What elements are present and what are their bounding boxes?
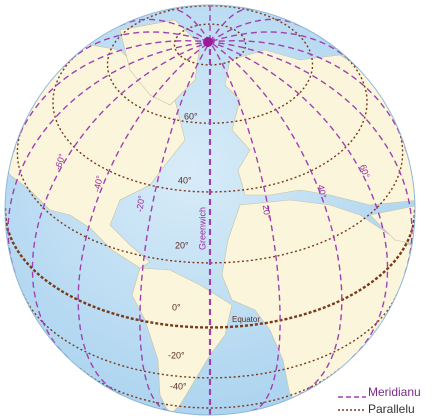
meridian-line bbox=[209, 8, 253, 43]
meridian-line bbox=[12, 39, 211, 153]
meridian-line bbox=[7, 41, 211, 274]
meridian-label: -20° bbox=[134, 194, 146, 212]
meridian-label: -40° bbox=[91, 174, 104, 193]
parallel-label: -20° bbox=[168, 350, 185, 360]
meridian-label: 40° bbox=[316, 184, 329, 200]
parallel-line bbox=[79, 367, 341, 409]
meridian-label: 20° bbox=[261, 204, 273, 219]
land bbox=[5, 19, 415, 415]
south-america bbox=[131, 267, 233, 415]
parallel-line bbox=[173, 23, 247, 66]
meridian-line bbox=[209, 41, 413, 274]
meridian-label: 60° bbox=[358, 163, 372, 179]
meridian-line bbox=[139, 41, 211, 412]
globe-outline bbox=[4, 4, 416, 416]
parallel-line bbox=[16, 121, 404, 264]
parallel-label: 0° bbox=[172, 302, 181, 312]
meridian-line bbox=[209, 41, 281, 412]
meridian-line bbox=[209, 31, 358, 68]
meridian-line bbox=[62, 31, 211, 68]
graticule bbox=[5, 5, 415, 415]
parallel-line bbox=[52, 46, 368, 193]
meridian-legend-label: Meridianu bbox=[368, 385, 421, 399]
meridian-line bbox=[209, 18, 301, 43]
parallel-label: -40° bbox=[170, 381, 187, 391]
meridian-line bbox=[209, 39, 408, 153]
parallel-legend-label: Parallelu bbox=[368, 402, 415, 416]
meridian-line bbox=[119, 18, 211, 43]
arabia bbox=[369, 204, 415, 246]
meridian-label: -60° bbox=[53, 152, 68, 171]
meridian-line bbox=[167, 8, 211, 43]
equator-label: Equator bbox=[232, 315, 260, 324]
labels: 60° 40° 20° 0° -20° -40° -60° -40° -20° … bbox=[53, 111, 372, 391]
parallel-label: 60° bbox=[184, 111, 198, 121]
legend: Meridianu Parallelu bbox=[338, 385, 421, 416]
meridian-label: Greenwich bbox=[197, 207, 207, 250]
europe bbox=[224, 49, 415, 206]
meridian-line bbox=[31, 41, 211, 359]
meridian-line bbox=[209, 41, 389, 359]
equator-line bbox=[5, 208, 415, 329]
north-pole bbox=[203, 37, 213, 47]
parallel-label: 40° bbox=[178, 175, 192, 185]
parallel-label: 20° bbox=[175, 240, 189, 250]
